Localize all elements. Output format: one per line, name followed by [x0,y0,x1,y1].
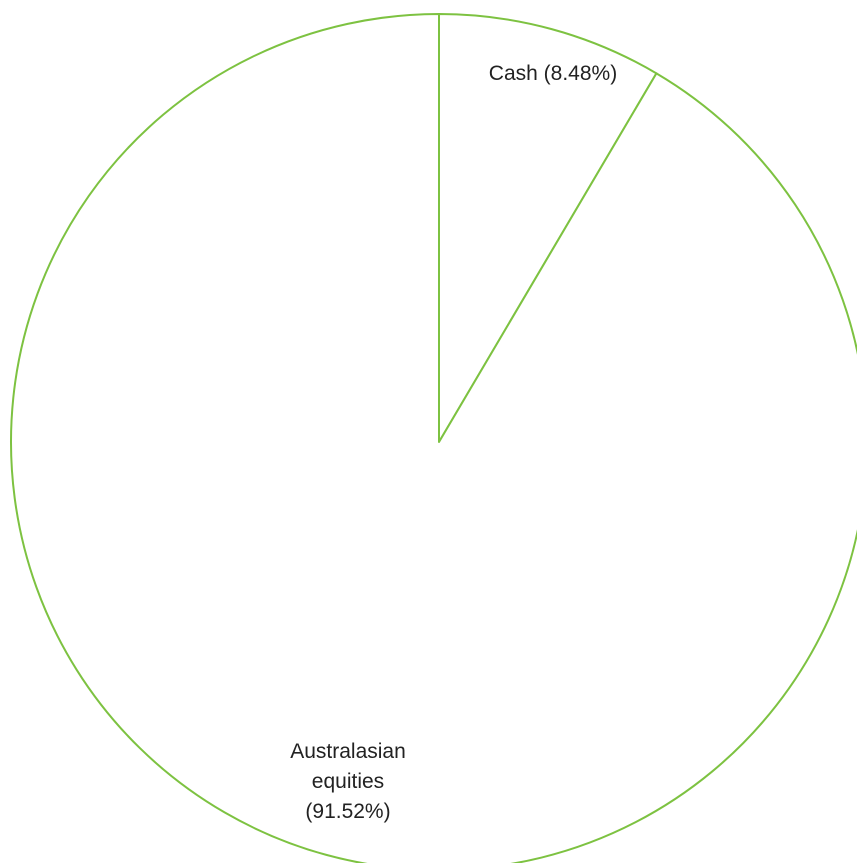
pie-label-line: Cash (8.48%) [489,62,617,85]
pie-label-line: equities [312,770,384,793]
pie-slice-cash [438,13,658,443]
pie-slices [10,13,857,863]
pie-label-cash: Cash (8.48%) [489,62,617,85]
pie-label-australasian-equities: Australasian equities (91.52%) [290,740,406,823]
pie-slice-australasian-equities [10,13,857,863]
pie-label-line: (91.52%) [305,800,390,823]
pie-labels: Cash (8.48%) Australasian equities (91.52%) [290,62,617,823]
pie-label-line: Australasian [290,740,406,763]
